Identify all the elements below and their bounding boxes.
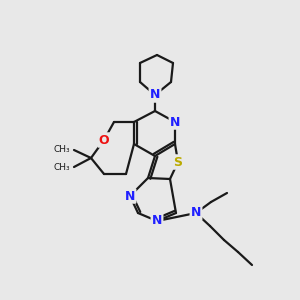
- Text: CH₃: CH₃: [53, 146, 70, 154]
- Text: CH₃: CH₃: [53, 163, 70, 172]
- Text: N: N: [170, 116, 180, 128]
- Text: S: S: [173, 155, 182, 169]
- Text: N: N: [152, 214, 162, 227]
- Text: N: N: [150, 88, 160, 101]
- Text: N: N: [191, 206, 201, 220]
- Text: O: O: [99, 134, 109, 146]
- Text: N: N: [125, 190, 135, 202]
